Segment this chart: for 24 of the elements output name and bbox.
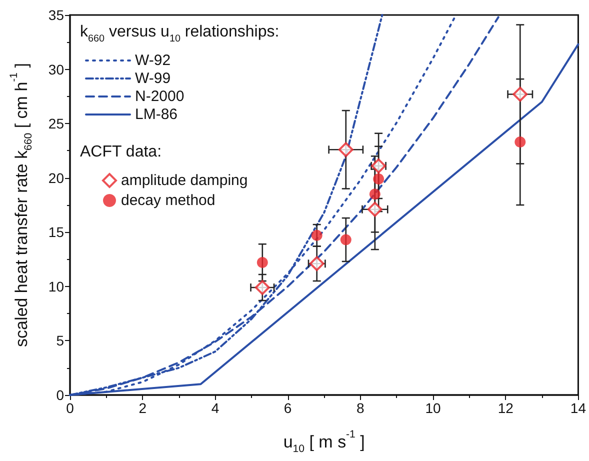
- y-tick-label: 35: [48, 7, 64, 23]
- x-tick-label: 10: [425, 400, 442, 416]
- y-tick-label: 20: [48, 170, 64, 186]
- legend-label: W-92: [135, 52, 171, 69]
- y-tick-label: 0: [56, 387, 64, 403]
- legend-label: decay method: [121, 192, 216, 209]
- y-tick-label: 30: [48, 61, 64, 78]
- x-tick-label: 8: [356, 400, 365, 416]
- legend-label: W-99: [135, 70, 171, 87]
- x-tick-label: 6: [284, 400, 292, 416]
- x-tick-label: 12: [498, 400, 514, 416]
- y-axis-title: scaled heat transfer rate k660 [ cm h-1 ]: [8, 63, 34, 347]
- x-tick-label: 4: [211, 400, 220, 416]
- legend-label: LM-86: [135, 106, 178, 123]
- y-tick-label: 10: [48, 278, 64, 294]
- y-tick-label: 5: [56, 332, 64, 349]
- y-tick-label: 15: [48, 224, 64, 240]
- x-tick-label: 14: [570, 400, 586, 416]
- annotation: ACFT data:: [80, 144, 162, 160]
- legend-label: amplitude damping: [121, 172, 248, 189]
- y-tick-label: 25: [48, 116, 64, 132]
- x-tick-label: 0: [66, 400, 74, 416]
- legend-label: N-2000: [135, 88, 184, 105]
- x-tick-label: 2: [138, 400, 147, 416]
